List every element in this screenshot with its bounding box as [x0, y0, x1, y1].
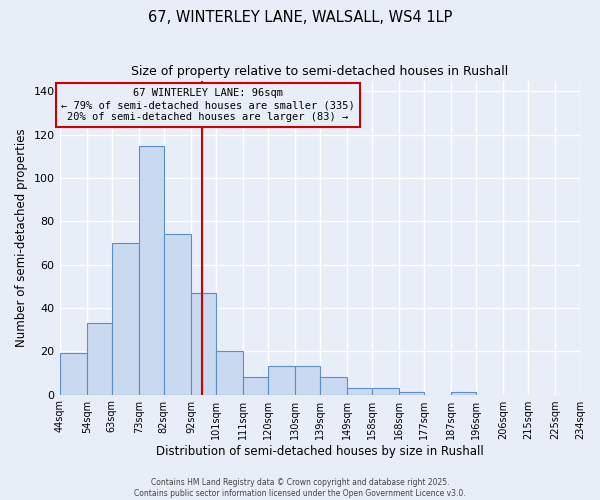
Bar [139, 146, 164, 394]
Text: Contains HM Land Registry data © Crown copyright and database right 2025.
Contai: Contains HM Land Registry data © Crown c… [134, 478, 466, 498]
Bar [320, 378, 347, 394]
Bar [451, 392, 476, 394]
Text: 67, WINTERLEY LANE, WALSALL, WS4 1LP: 67, WINTERLEY LANE, WALSALL, WS4 1LP [148, 10, 452, 25]
X-axis label: Distribution of semi-detached houses by size in Rushall: Distribution of semi-detached houses by … [156, 444, 484, 458]
Bar [372, 388, 399, 394]
Bar [347, 388, 372, 394]
Bar [164, 234, 191, 394]
Bar [215, 352, 243, 395]
Bar [191, 293, 215, 394]
Title: Size of property relative to semi-detached houses in Rushall: Size of property relative to semi-detach… [131, 65, 508, 78]
Bar [295, 366, 320, 394]
Y-axis label: Number of semi-detached properties: Number of semi-detached properties [15, 128, 28, 347]
Bar [268, 366, 295, 394]
Bar [399, 392, 424, 394]
Bar [112, 243, 139, 394]
Bar [87, 323, 112, 394]
Text: 67 WINTERLEY LANE: 96sqm
← 79% of semi-detached houses are smaller (335)
20% of : 67 WINTERLEY LANE: 96sqm ← 79% of semi-d… [61, 88, 355, 122]
Bar [243, 378, 268, 394]
Bar [59, 354, 87, 395]
